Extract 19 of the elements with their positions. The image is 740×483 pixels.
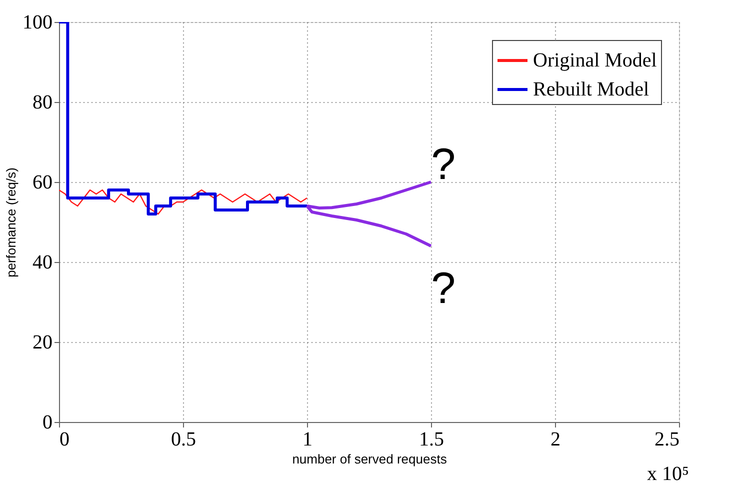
y-tick-label: 0 <box>42 412 52 434</box>
x-tick-label: 2.5 <box>654 428 680 450</box>
legend-label: Rebuilt Model <box>533 78 650 100</box>
x-tick-label: 0 <box>60 428 70 450</box>
x-axis-title: number of served requests <box>292 452 448 466</box>
y-tick-label: 80 <box>32 92 52 114</box>
y-tick-label: 20 <box>32 332 52 354</box>
y-tick-label: 60 <box>32 172 52 194</box>
y-tick-label: 40 <box>32 252 52 274</box>
y-axis-title: perfomance (req/s) <box>4 168 18 278</box>
x-tick-label: 0.5 <box>171 428 196 450</box>
x-tick-label: 1 <box>302 428 312 450</box>
legend-label: Original Model <box>533 50 658 72</box>
x-tick-label: 1.5 <box>419 428 444 450</box>
annotation: ? <box>431 140 456 189</box>
text: x 10⁵ <box>647 463 689 483</box>
y-tick-label: 100 <box>22 12 52 34</box>
annotation: ? <box>431 264 456 313</box>
x-tick-label: 2 <box>550 428 560 450</box>
